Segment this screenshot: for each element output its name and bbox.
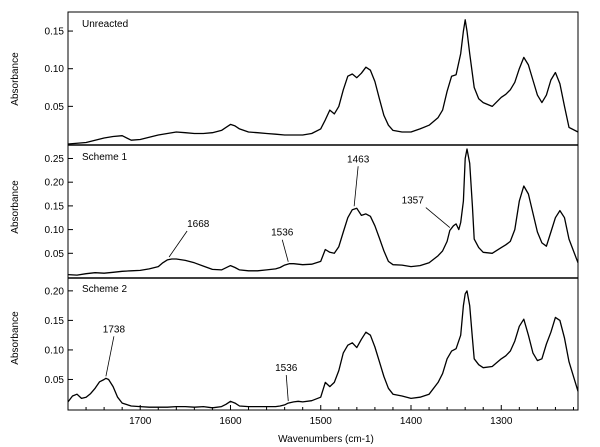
y-tick-label-scheme2: 0.15 bbox=[45, 316, 65, 327]
x-tick-label: 1500 bbox=[310, 416, 333, 427]
y-tick-label-unreacted: 0.10 bbox=[45, 64, 65, 75]
spectrum-trace-scheme2 bbox=[67, 290, 579, 409]
y-axis-title-scheme1: Absorbance bbox=[10, 180, 21, 234]
panel-unreacted-label: Unreacted bbox=[82, 19, 128, 30]
y-tick-label-scheme2: 0.10 bbox=[45, 345, 65, 356]
y-tick-label-scheme2: 0.05 bbox=[45, 375, 65, 386]
annotation-leader-1668 bbox=[168, 230, 188, 258]
panel-scheme1-label: Scheme 1 bbox=[82, 152, 127, 163]
y-tick-label-unreacted: 0.15 bbox=[45, 27, 65, 38]
annotation-leader-1536 bbox=[285, 375, 289, 402]
y-tick-label-scheme1: 0.20 bbox=[45, 178, 65, 189]
annotation-leader-1357 bbox=[425, 207, 451, 228]
spectrum-trace-unreacted bbox=[67, 19, 579, 145]
annotation-label-1738: 1738 bbox=[103, 324, 126, 335]
x-axis-title: Wavenumbers (cm-1) bbox=[278, 434, 374, 445]
x-tick-label: 1300 bbox=[490, 416, 513, 427]
panel-unreacted: Unreacted bbox=[82, 19, 128, 30]
panel-scheme1: Scheme 1 bbox=[82, 152, 127, 163]
x-tick-label: 1400 bbox=[400, 416, 423, 427]
plot-frame bbox=[67, 11, 579, 411]
chart-marks: 1700 1600 1500 1400 1300 0.05 0.10 0.15 0.05 0.10… bbox=[45, 11, 579, 427]
y-axis-titles: Absorbance Absorbance Absorbance bbox=[10, 52, 21, 365]
panel-scheme2: Scheme 2 bbox=[82, 284, 127, 295]
annotation-leader-1738 bbox=[105, 336, 115, 377]
annotation-label-1463: 1463 bbox=[347, 154, 370, 165]
x-tick-label: 1600 bbox=[219, 416, 242, 427]
y-tick-label-scheme1: 0.15 bbox=[45, 201, 65, 212]
annotation-label-1668: 1668 bbox=[187, 219, 210, 230]
y-tick-label-scheme2: 0.20 bbox=[45, 286, 65, 297]
annotation-label-1357: 1357 bbox=[402, 196, 425, 207]
annotation-label-1536: 1536 bbox=[271, 228, 294, 239]
y-tick-label-scheme1: 0.05 bbox=[45, 249, 65, 260]
y-axis-title-unreacted: Absorbance bbox=[10, 52, 21, 106]
y-tick-label-scheme1: 0.10 bbox=[45, 225, 65, 236]
x-tick-label: 1700 bbox=[129, 416, 152, 427]
panel-scheme2-label: Scheme 2 bbox=[82, 284, 127, 295]
spectrum-trace-scheme1 bbox=[67, 148, 579, 276]
y-axis-title-scheme2: Absorbance bbox=[10, 311, 21, 365]
annotation-leader-1536 bbox=[281, 239, 289, 262]
y-tick-label-scheme1: 0.25 bbox=[45, 154, 65, 165]
y-tick-label-unreacted: 0.05 bbox=[45, 102, 65, 113]
annotation-leader-1463 bbox=[353, 166, 359, 207]
annotation-label-1536: 1536 bbox=[275, 363, 298, 374]
